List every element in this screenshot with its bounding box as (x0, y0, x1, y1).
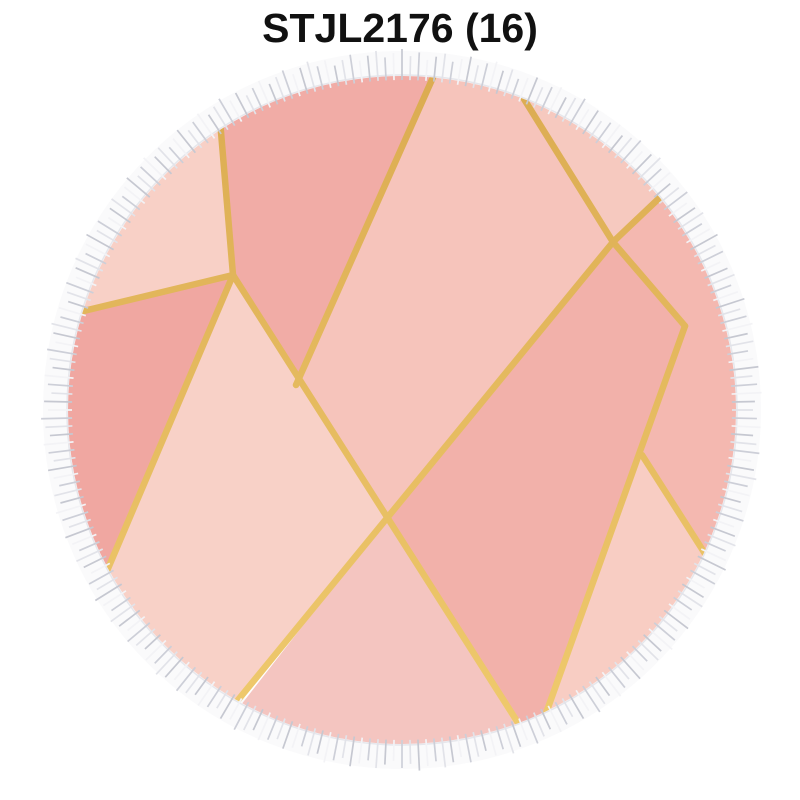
fringe-tassels (41, 49, 762, 771)
towel-pattern (68, 76, 736, 744)
product-title: STJL2176 (16) (262, 5, 538, 51)
gold-seam-lines (68, 76, 736, 744)
facet-center-pale (296, 76, 613, 518)
facet-right-salmon (613, 148, 736, 640)
facet-left-salmon (68, 275, 233, 700)
facet-top-center-salmon (212, 76, 455, 385)
facet-center-right-salmon (387, 242, 685, 744)
